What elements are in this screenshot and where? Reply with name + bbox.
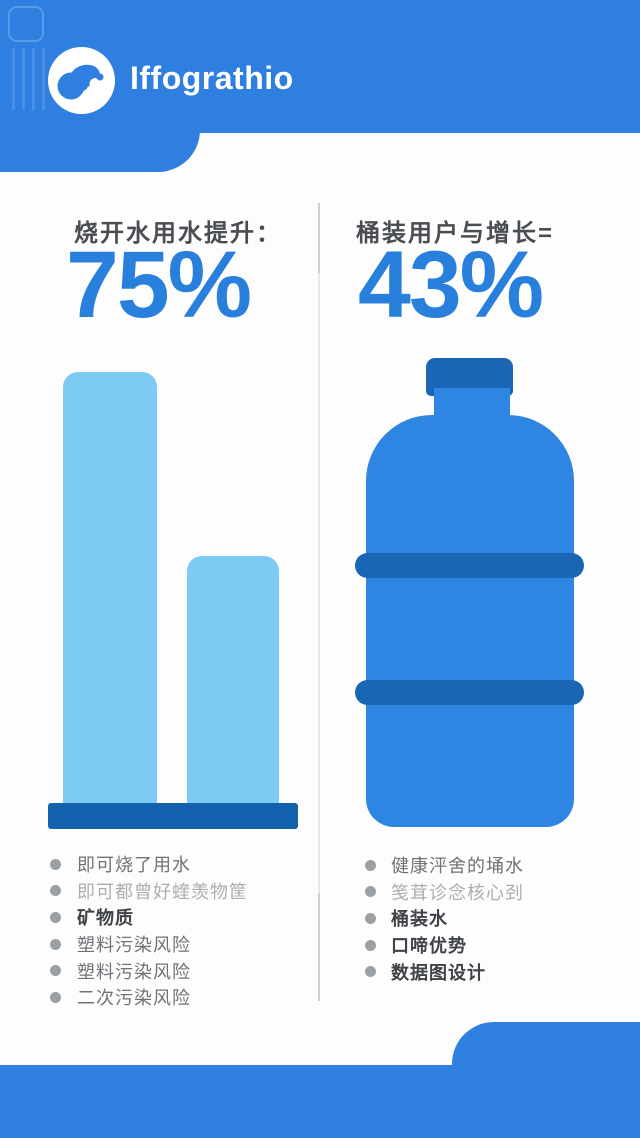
left-stat-title: 烧开水用水提升： bbox=[74, 220, 282, 247]
list-item: 矿物质 bbox=[50, 904, 248, 931]
bar-bottled-water bbox=[187, 556, 279, 803]
list-item: 即可都曾好蝰羡物筐 bbox=[50, 878, 248, 905]
list-item: 塑料污染风险 bbox=[50, 931, 248, 958]
right-stat-value: 43% bbox=[358, 232, 544, 338]
bar-chart bbox=[48, 360, 298, 829]
bar-boiled-water bbox=[63, 372, 157, 803]
bullet-icon bbox=[365, 912, 376, 924]
list-item-label: 矿物质 bbox=[77, 908, 134, 929]
bullet-icon bbox=[50, 991, 61, 1003]
list-item-label: 二次污染风险 bbox=[77, 988, 191, 1009]
left-stat-value: 75% bbox=[66, 232, 252, 338]
bottle-band-bottom bbox=[355, 680, 584, 705]
bullet-icon bbox=[50, 965, 61, 977]
list-item: 二次污染风险 bbox=[50, 984, 248, 1011]
water-bottle-icon bbox=[355, 358, 584, 828]
right-stat-title: 桶装用户与增长= bbox=[356, 220, 555, 247]
bullet-icon bbox=[50, 858, 61, 870]
list-item: 塑料污染风险 bbox=[50, 957, 248, 984]
brand-name: Iffograthio bbox=[130, 60, 294, 96]
bullet-icon bbox=[365, 939, 376, 951]
list-item-label: 即可烧了用水 bbox=[77, 855, 191, 876]
logo-blob-icon bbox=[57, 64, 104, 100]
list-item: 健康泙舍的埇水 bbox=[365, 852, 524, 879]
bottle-band-top bbox=[355, 553, 584, 578]
bullet-icon bbox=[50, 911, 61, 923]
bottle-body bbox=[366, 415, 574, 827]
list-item-label: 塑料污染风险 bbox=[77, 935, 191, 956]
bullet-icon bbox=[365, 966, 376, 978]
list-item-label: 数据图设计 bbox=[391, 962, 486, 983]
list-item: 笺茸诊念核心刭 bbox=[365, 879, 524, 906]
bullet-icon bbox=[50, 938, 61, 950]
footer-band bbox=[0, 1065, 640, 1138]
bullet-icon bbox=[50, 885, 61, 897]
list-item: 桶装水 bbox=[365, 905, 524, 932]
bar-chart-baseline bbox=[48, 803, 298, 829]
column-divider bbox=[318, 203, 320, 1001]
watermark-icon bbox=[8, 6, 44, 42]
list-item-label: 即可都曾好蝰羡物筐 bbox=[77, 881, 248, 902]
list-item-label: 桶装水 bbox=[391, 909, 448, 930]
left-bullet-list: 即可烧了用水即可都曾好蝰羡物筐 矿物质塑料污染风险 塑料污染风险 二次污染风险 bbox=[50, 851, 248, 1011]
list-item: 口啼优势 bbox=[365, 932, 524, 959]
list-item: 即可烧了用水 bbox=[50, 851, 248, 878]
brand-logo-icon bbox=[48, 47, 115, 114]
right-bullet-list: 健康泙舍的埇水 笺茸诊念核心刭 桶装水口啼优势数据图设计 bbox=[365, 852, 524, 985]
bullet-icon bbox=[365, 859, 376, 871]
watermark-lines-icon bbox=[12, 48, 46, 110]
list-item-label: 塑料污染风险 bbox=[77, 961, 191, 982]
list-item-label: 口啼优势 bbox=[391, 936, 467, 957]
list-item: 数据图设计 bbox=[365, 958, 524, 985]
bullet-icon bbox=[365, 886, 376, 898]
list-item-label: 健康泙舍的埇水 bbox=[391, 856, 524, 877]
list-item-label: 笺茸诊念核心刭 bbox=[391, 882, 524, 903]
